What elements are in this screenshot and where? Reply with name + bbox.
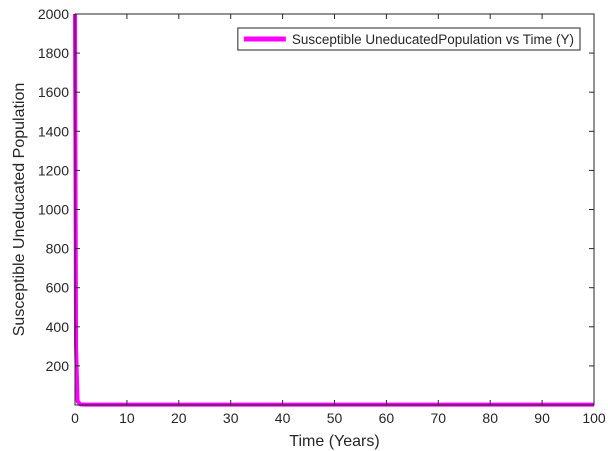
y-tick-label: 2000 (38, 6, 69, 22)
x-tick-label: 90 (534, 410, 550, 426)
legend-entry-label: Susceptible UneducatedPopulation vs Time… (292, 32, 574, 47)
y-tick-label: 200 (46, 358, 70, 374)
y-tick-label: 1400 (38, 123, 69, 139)
x-tick-label: 10 (119, 410, 135, 426)
axis-ticks: 0 10 20 30 40 50 60 70 80 90 100 200 400 600 800 1000 12… (38, 6, 606, 426)
y-tick-label: 1800 (38, 45, 69, 61)
x-tick-label: 0 (71, 410, 79, 426)
y-tick-label: 400 (46, 319, 70, 335)
x-tick-label: 20 (171, 410, 187, 426)
y-tick-label: 1000 (38, 202, 69, 218)
y-axis-label: Susceptible Uneducated Population (11, 83, 28, 337)
x-axis-label: Time (Years) (289, 433, 379, 450)
y-tick-label: 600 (46, 280, 70, 296)
x-tick-label: 70 (431, 410, 447, 426)
x-tick-label: 50 (327, 410, 343, 426)
x-tick-label: 80 (482, 410, 498, 426)
x-tick-label: 30 (223, 410, 239, 426)
x-tick-label: 100 (582, 410, 606, 426)
y-tick-label: 800 (46, 241, 70, 257)
y-tick-label: 1200 (38, 162, 69, 178)
legend: Susceptible UneducatedPopulation vs Time… (237, 27, 581, 51)
legend-box (237, 27, 581, 51)
x-tick-label: 60 (379, 410, 395, 426)
x-tick-label: 40 (275, 410, 291, 426)
y-tick-label: 1600 (38, 84, 69, 100)
